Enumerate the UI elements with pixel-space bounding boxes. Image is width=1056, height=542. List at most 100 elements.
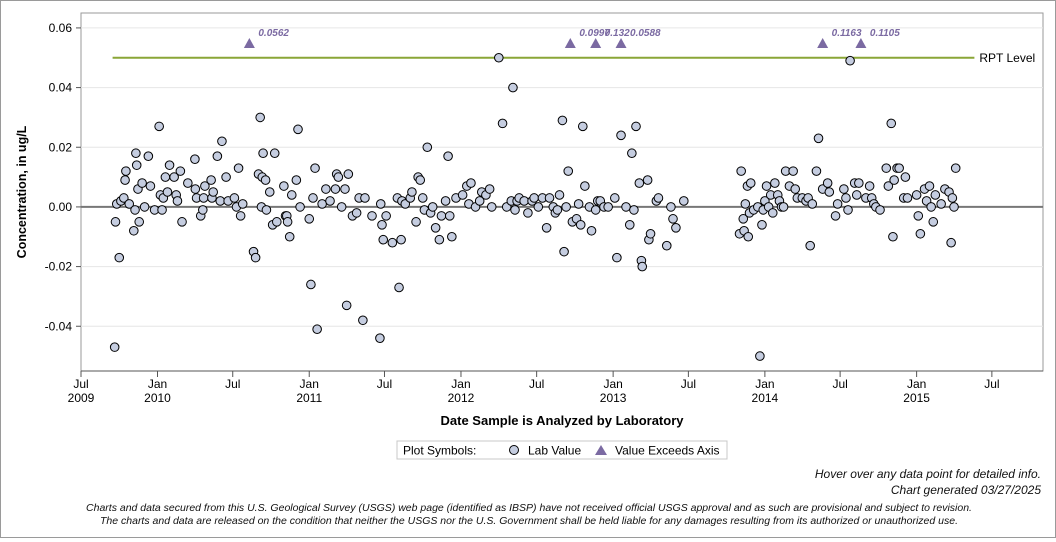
x-tick-label: Jul	[377, 377, 392, 391]
data-point	[206, 175, 216, 185]
data-point	[422, 142, 433, 153]
data-point	[114, 252, 125, 263]
exceeds-axis-marker	[817, 38, 829, 48]
data-point	[415, 175, 426, 185]
data-point	[261, 205, 272, 215]
data-point	[590, 205, 601, 215]
data-point	[830, 211, 841, 221]
exceeds-axis-value-label: 0.0997	[579, 28, 610, 39]
data-point	[128, 225, 139, 236]
data-point	[894, 163, 904, 173]
legend-circle-icon	[509, 445, 519, 455]
data-point	[250, 252, 261, 263]
data-point	[162, 187, 173, 197]
data-point	[333, 172, 344, 182]
data-point	[900, 172, 911, 182]
exceeds-axis-marker	[243, 38, 255, 48]
data-point	[212, 151, 223, 161]
data-point	[200, 181, 210, 191]
x-tick-year-label: 2010	[144, 391, 171, 405]
x-tick-label: Jul	[832, 377, 847, 391]
data-point	[175, 166, 186, 176]
data-point	[634, 178, 645, 188]
data-point	[208, 187, 219, 197]
exceeds-axis-value-label: 0.0588	[630, 28, 661, 39]
data-point	[557, 115, 568, 126]
data-point	[190, 154, 200, 164]
rpt-level-label: RPT Level	[979, 51, 1035, 65]
data-point	[631, 121, 641, 132]
data-point	[143, 151, 154, 161]
data-point	[381, 211, 391, 221]
data-point	[217, 136, 227, 147]
data-point	[260, 175, 271, 185]
disclaimer-line-1: Charts and data secured from this U.S. G…	[86, 502, 972, 514]
data-point	[854, 178, 864, 188]
data-point	[494, 52, 504, 63]
x-tick-label: Jul	[681, 377, 696, 391]
data-point	[375, 199, 386, 209]
data-point	[447, 231, 457, 242]
data-point	[811, 166, 822, 176]
y-tick-label: 0.02	[49, 140, 73, 154]
data-point	[430, 223, 441, 233]
legend-item-lab-value: Lab Value	[528, 444, 581, 458]
data-point	[121, 166, 131, 176]
data-point	[755, 351, 765, 361]
data-point	[177, 217, 187, 227]
y-axis: -0.04 -0.02 0.00 0.02 0.04 0.06	[45, 21, 81, 333]
data-point	[444, 211, 455, 221]
data-point	[134, 217, 145, 227]
data-point	[552, 205, 563, 215]
legend-item-exceeds-axis: Value Exceeds Axis	[615, 444, 720, 458]
data-point	[510, 205, 520, 215]
data-point	[946, 237, 956, 248]
data-point	[950, 163, 961, 173]
data-point	[131, 160, 142, 170]
data-point	[653, 193, 664, 203]
data-point	[824, 187, 835, 197]
data-point	[336, 202, 347, 212]
data-point	[440, 196, 451, 206]
x-tick-year-label: 2011	[296, 391, 322, 405]
data-point	[609, 193, 620, 203]
data-point	[627, 148, 637, 159]
data-point	[497, 118, 508, 129]
y-tick-label: 0.04	[49, 81, 73, 95]
data-point	[851, 190, 862, 200]
x-axis-label: Date Sample is Analyzed by Laboratory	[441, 413, 685, 428]
data-point	[312, 324, 322, 335]
data-point	[603, 202, 613, 212]
data-point	[233, 163, 244, 173]
data-point	[949, 202, 959, 212]
data-point	[377, 220, 387, 230]
data-point	[561, 202, 571, 212]
data-point	[198, 205, 208, 215]
data-point	[911, 190, 922, 200]
hover-note: Hover over any data point for detailed i…	[814, 467, 1041, 481]
x-tick-label: Jan	[451, 377, 470, 391]
data-point	[284, 231, 295, 242]
data-point	[671, 223, 681, 233]
data-point	[457, 190, 468, 200]
data-point	[881, 163, 892, 173]
exceeds-axis-marker	[564, 38, 576, 48]
data-point	[466, 178, 476, 188]
data-point	[738, 214, 749, 224]
data-point	[770, 178, 780, 188]
data-point	[286, 190, 297, 200]
data-point	[221, 172, 231, 182]
data-point	[573, 199, 584, 209]
data-point	[282, 217, 293, 227]
legend-title: Plot Symbols:	[403, 444, 476, 458]
data-point	[888, 231, 898, 242]
data-point	[554, 190, 565, 200]
x-tick-label: Jan	[300, 377, 319, 391]
data-point	[822, 178, 833, 188]
x-tick-year-label: 2014	[752, 391, 779, 405]
data-point	[947, 193, 958, 203]
x-tick-label: Jan	[148, 377, 167, 391]
data-point	[304, 214, 315, 224]
